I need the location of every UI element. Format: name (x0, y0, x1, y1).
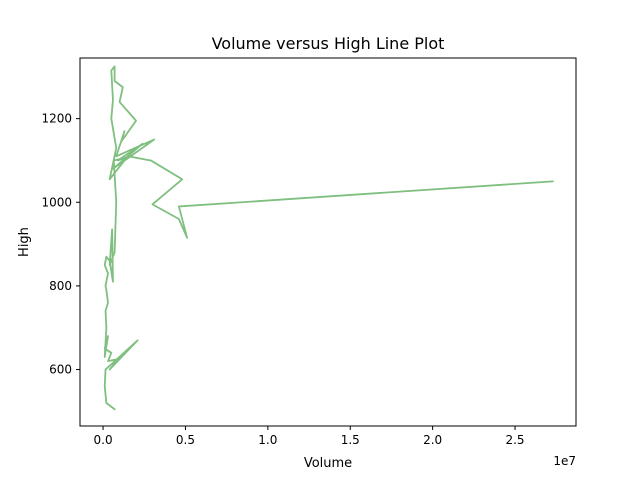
x-tick-label: 0.5 (176, 433, 195, 447)
x-axis-label: Volume (304, 456, 352, 471)
x-axis-offset-label: 1e7 (553, 454, 576, 468)
x-tick-label: 0.0 (94, 433, 113, 447)
y-axis-ticks: 600 800 1000 1200 (41, 112, 80, 377)
y-tick-label: 600 (49, 363, 72, 377)
x-tick-label: 2.5 (505, 433, 524, 447)
chart-title: Volume versus High Line Plot (212, 34, 445, 53)
y-tick-label: 800 (49, 279, 72, 293)
y-tick-label: 1000 (41, 195, 72, 209)
plot-frame (79, 57, 577, 427)
y-tick-label: 1200 (41, 112, 72, 126)
series-line-0 (103, 65, 554, 411)
x-tick-label: 1.0 (258, 433, 277, 447)
x-tick-label: 2.0 (423, 433, 442, 447)
x-tick-label: 1.5 (341, 433, 360, 447)
y-axis-label: High (17, 227, 32, 257)
plot-area (103, 65, 554, 411)
x-axis-ticks: 0.0 0.5 1.0 1.5 2.0 2.5 (94, 426, 525, 447)
